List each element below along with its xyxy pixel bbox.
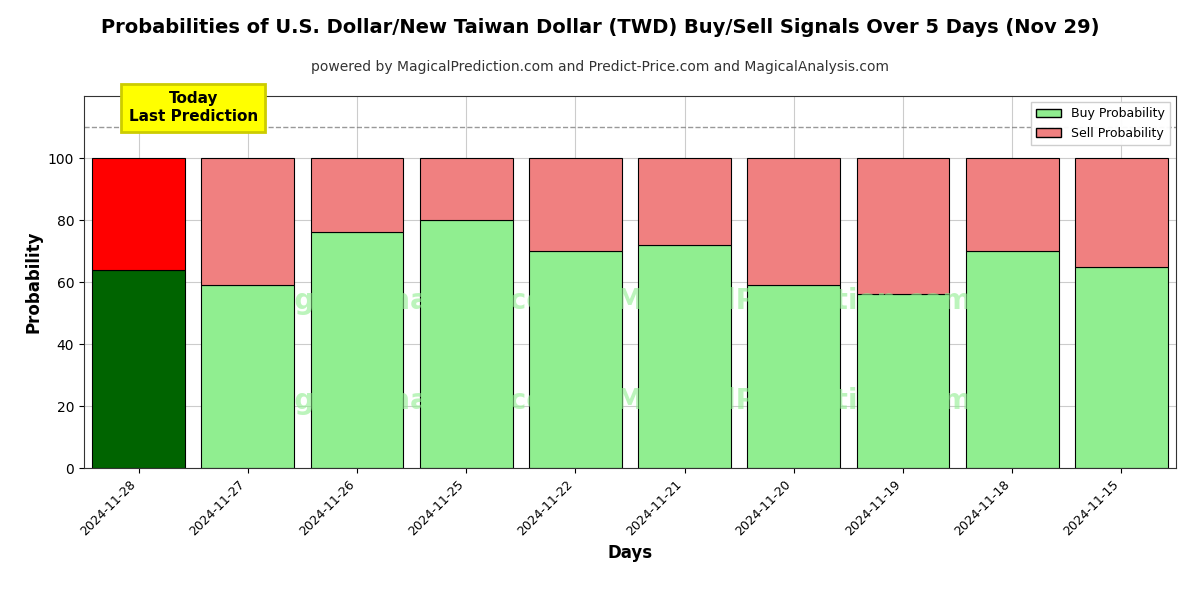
Bar [748, 285, 840, 468]
Bar [202, 158, 294, 285]
Bar [1075, 266, 1168, 468]
Text: Probabilities of U.S. Dollar/New Taiwan Dollar (TWD) Buy/Sell Signals Over 5 Day: Probabilities of U.S. Dollar/New Taiwan … [101, 18, 1099, 37]
Bar [92, 158, 185, 269]
Bar [311, 158, 403, 232]
Bar [857, 158, 949, 295]
X-axis label: Days: Days [607, 544, 653, 562]
Y-axis label: Probability: Probability [24, 231, 42, 333]
Bar [529, 158, 622, 251]
Text: MagicalAnalysis.com: MagicalAnalysis.com [248, 387, 575, 415]
Bar [638, 158, 731, 245]
Text: MagicalAnalysis.com: MagicalAnalysis.com [248, 287, 575, 314]
Bar [748, 158, 840, 285]
Bar [420, 220, 512, 468]
Text: powered by MagicalPrediction.com and Predict-Price.com and MagicalAnalysis.com: powered by MagicalPrediction.com and Pre… [311, 60, 889, 74]
Bar [529, 251, 622, 468]
Bar [857, 295, 949, 468]
Bar [420, 158, 512, 220]
Bar [966, 251, 1058, 468]
Bar [202, 285, 294, 468]
Bar [966, 158, 1058, 251]
Text: MagicalPrediction.com: MagicalPrediction.com [616, 387, 972, 415]
Text: Today
Last Prediction: Today Last Prediction [128, 91, 258, 124]
Bar [92, 269, 185, 468]
Bar [638, 245, 731, 468]
Text: MagicalPrediction.com: MagicalPrediction.com [616, 287, 972, 314]
Legend: Buy Probability, Sell Probability: Buy Probability, Sell Probability [1031, 102, 1170, 145]
Bar [1075, 158, 1168, 266]
Bar [311, 232, 403, 468]
